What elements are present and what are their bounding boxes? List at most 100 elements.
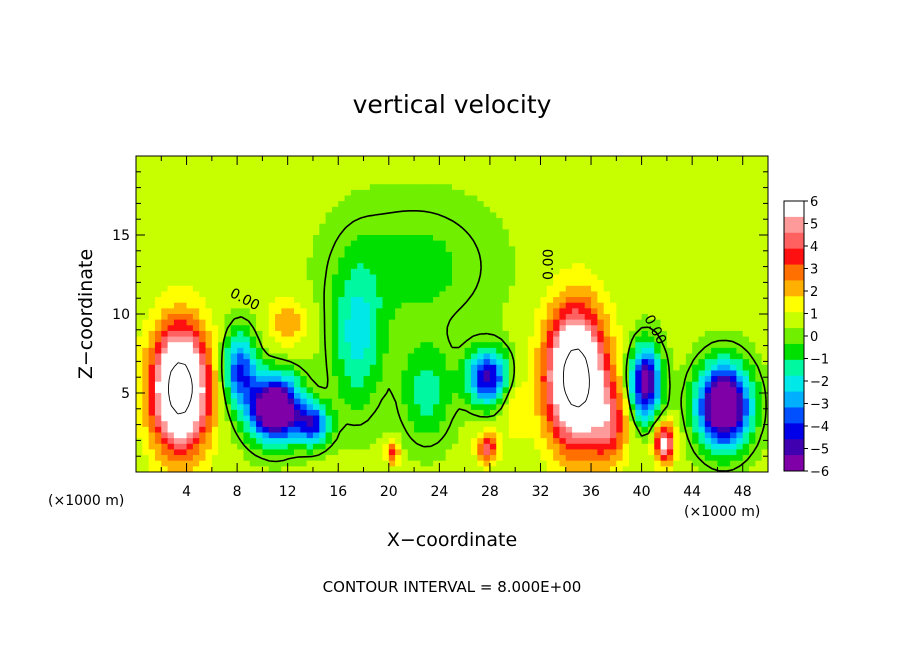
field-cell (610, 184, 617, 191)
field-cell (660, 319, 668, 326)
field-cell (249, 376, 257, 383)
field-cell (458, 291, 466, 298)
field-cell (439, 263, 447, 270)
field-cell (287, 268, 295, 276)
field-cell (294, 229, 301, 236)
field-cell (483, 246, 491, 253)
field-cell (578, 240, 586, 247)
field-cell (357, 381, 365, 388)
field-cell (275, 246, 282, 253)
field-cell (584, 218, 592, 225)
field-cell (483, 308, 491, 315)
field-cell (224, 268, 232, 276)
field-cell (445, 353, 453, 360)
field-cell (306, 285, 314, 293)
field-cell (730, 218, 737, 225)
field-cell (192, 297, 200, 304)
field-cell (294, 353, 301, 360)
field-cell (237, 201, 245, 208)
field-cell (679, 195, 687, 202)
field-cell (319, 319, 327, 326)
field-cell (275, 347, 282, 355)
field-cell (325, 398, 333, 405)
field-cell (730, 297, 737, 304)
field-cell (388, 336, 396, 343)
field-cell (287, 178, 295, 185)
field-cell (192, 263, 200, 270)
field-cell (433, 223, 440, 230)
field-cell (287, 251, 295, 259)
field-cell (312, 189, 320, 197)
field-cell (521, 393, 529, 400)
field-cell (666, 257, 674, 264)
field-cell (186, 404, 194, 411)
field-cell (306, 404, 314, 411)
field-cell (388, 297, 396, 304)
field-cell (319, 308, 327, 315)
field-cell (730, 167, 737, 174)
field-cell (300, 167, 308, 174)
field-cell (628, 156, 636, 163)
field-cell (616, 376, 624, 383)
field-cell (572, 246, 579, 253)
field-cell (376, 432, 384, 439)
field-cell (230, 302, 238, 309)
field-cell (211, 426, 219, 434)
field-cell (199, 387, 207, 394)
field-cell (325, 291, 333, 298)
field-cell (452, 172, 459, 180)
field-cell (268, 370, 276, 377)
field-cell (199, 297, 207, 304)
field-cell (395, 314, 403, 321)
field-cell (692, 246, 700, 253)
field-cell (401, 167, 409, 174)
field-cell (287, 330, 295, 338)
field-cell (281, 376, 289, 383)
field-cell (312, 246, 320, 253)
field-cell (199, 302, 207, 309)
field-cell (610, 201, 617, 208)
field-cell (445, 280, 453, 287)
field-cell (742, 263, 750, 270)
field-cell (256, 404, 263, 411)
field-cell (357, 274, 365, 281)
field-cell (192, 206, 200, 214)
field-cell (401, 353, 409, 360)
field-cell (685, 218, 693, 225)
field-cell (433, 393, 440, 400)
field-cell (218, 201, 226, 208)
field-cell (540, 246, 548, 253)
field-cell (679, 421, 687, 428)
field-cell (736, 291, 744, 298)
field-cell (591, 189, 598, 197)
field-cell (338, 178, 346, 185)
field-cell (180, 156, 188, 163)
field-cell (502, 404, 510, 411)
field-cell (395, 342, 403, 349)
field-cell (211, 370, 219, 377)
field-cell (502, 178, 510, 185)
field-cell (230, 274, 238, 281)
field-cell (515, 409, 523, 417)
field-cell (685, 167, 693, 174)
field-cell (180, 223, 188, 230)
field-cell (546, 393, 554, 400)
field-cell (502, 251, 510, 259)
field-cell (376, 268, 384, 276)
field-cell (723, 387, 731, 394)
field-cell (350, 325, 358, 332)
field-cell (306, 167, 314, 174)
field-cell (407, 240, 415, 247)
field-cell (452, 251, 459, 259)
field-cell (591, 263, 598, 270)
field-cell (591, 381, 598, 388)
field-cell (331, 421, 339, 428)
field-cell (319, 347, 327, 355)
field-cell (483, 285, 491, 293)
field-cell (161, 370, 169, 377)
field-cell (294, 325, 301, 332)
field-cell (553, 415, 561, 422)
field-cell (477, 393, 485, 400)
field-cell (666, 229, 674, 236)
